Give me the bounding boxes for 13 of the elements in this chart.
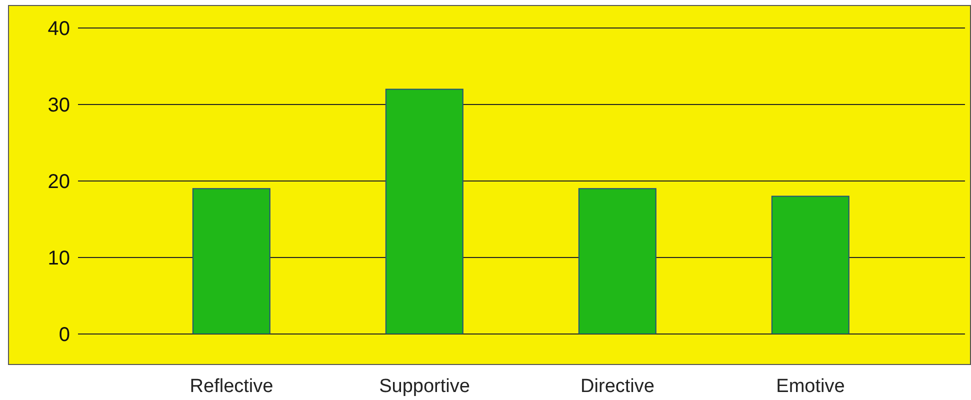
x-tick-label: Directive (580, 376, 654, 397)
x-tick-label: Reflective (190, 376, 274, 397)
y-tick-label: 10 (48, 248, 70, 270)
y-tick-label: 30 (48, 94, 70, 117)
y-tick-label: 20 (48, 171, 70, 194)
x-tick-label: Emotive (776, 376, 845, 397)
x-tick-label: Supportive (379, 376, 470, 397)
bar (385, 88, 464, 334)
y-tick-label: 0 (58, 324, 70, 346)
bar (192, 188, 270, 334)
bar (578, 188, 656, 334)
y-tick-label: 40 (48, 18, 70, 40)
bar (771, 196, 850, 334)
